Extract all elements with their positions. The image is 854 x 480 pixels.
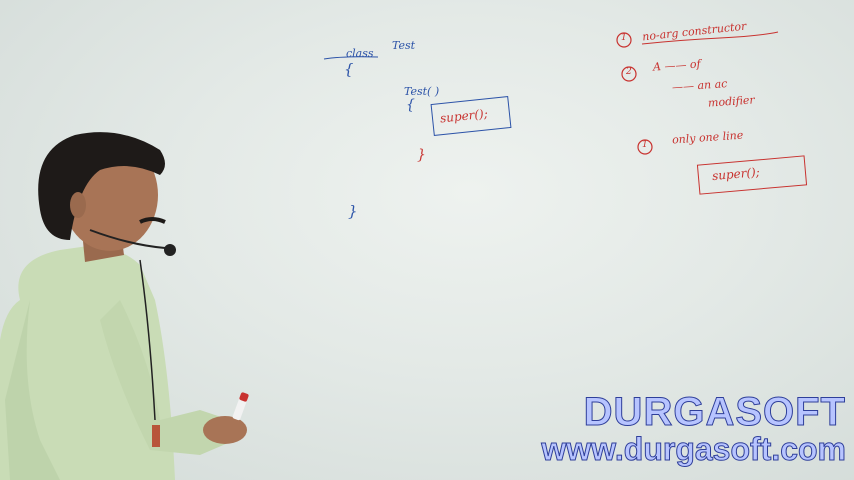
class-underline	[323, 56, 379, 60]
class-name: Test	[392, 39, 416, 52]
note-2b-text: —— an ac	[671, 77, 728, 94]
note-2-number: 2	[626, 67, 632, 77]
microphone-icon	[164, 244, 176, 256]
class-keyword: class	[346, 47, 374, 60]
presenter	[0, 132, 249, 480]
note-3-circle	[637, 139, 653, 155]
watermark-url: www.durgasoft.com	[541, 431, 847, 467]
note-2c-text: modifier	[707, 93, 756, 110]
note-1-circle	[616, 32, 632, 48]
marker-pen	[232, 395, 248, 421]
note-1-number: 1	[621, 33, 627, 43]
class-close-brace: }	[348, 202, 358, 220]
class-open-brace: {	[344, 60, 354, 78]
constructor-signature: Test( )	[404, 85, 440, 98]
note-2-circle	[621, 66, 637, 82]
note-3-number: 1	[642, 140, 648, 150]
constructor-open-brace: {	[406, 97, 415, 113]
constructor-close-brace: }	[417, 147, 426, 163]
note-3-text: only one line	[671, 128, 744, 147]
watermark-brand: DURGASOFT	[583, 390, 846, 434]
note-2-text: A —— of	[652, 57, 702, 74]
note-1-underline	[641, 31, 779, 45]
channel-watermark: DURGASOFT www.durgasoft.com	[541, 390, 847, 467]
